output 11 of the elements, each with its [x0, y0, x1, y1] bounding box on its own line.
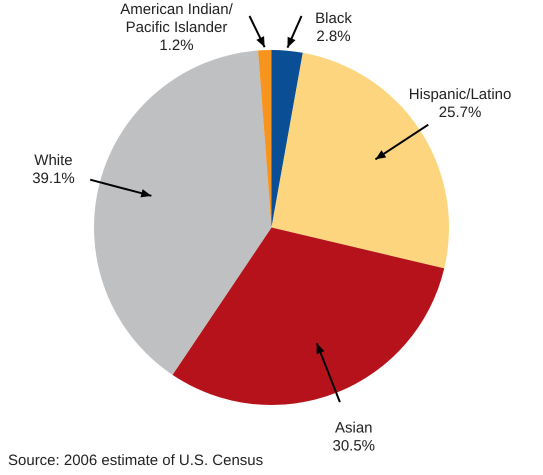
- data-label: 25.7%: [438, 104, 482, 121]
- slice-label: American Indian/ Pacific Islander: [120, 1, 234, 36]
- slice-label: Black: [315, 10, 352, 28]
- slice-label: White: [34, 152, 73, 170]
- source-note: Source: 2006 estimate of U.S. Census: [8, 452, 264, 469]
- slice-label: Hispanic/Latino: [408, 86, 512, 103]
- data-label: 1.2%: [159, 37, 194, 54]
- data-label: 2.8%: [316, 28, 351, 46]
- data-label: 30.5%: [332, 438, 376, 455]
- data-label: 39.1%: [32, 170, 75, 188]
- slice-label: Asian: [334, 420, 373, 437]
